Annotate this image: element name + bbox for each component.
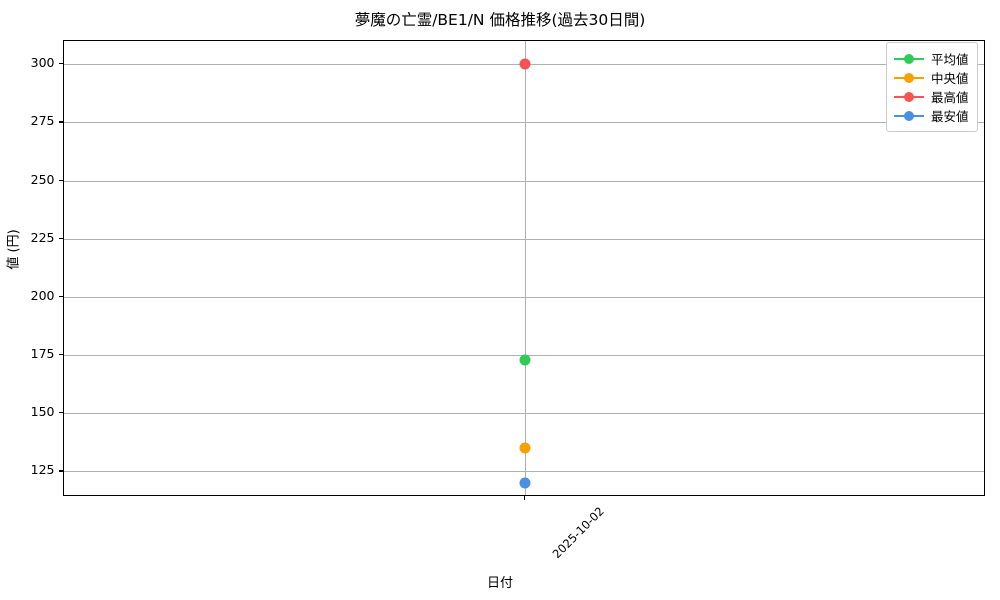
y-tick-mark: [58, 121, 63, 123]
y-tick-mark: [58, 412, 63, 414]
y-tick-label: 300: [30, 55, 55, 71]
y-tick-label: 200: [30, 287, 55, 303]
data-point: [519, 354, 531, 366]
chart-title: 夢魔の亡霊/BE1/N 価格推移(過去30日間): [354, 11, 646, 29]
gridline-horizontal: [64, 122, 984, 124]
gridline-horizontal: [64, 180, 984, 182]
legend-label: 平均値: [931, 52, 969, 67]
legend-label: 最安値: [931, 109, 969, 124]
legend-label: 最高値: [931, 90, 969, 105]
y-tick-mark: [58, 470, 63, 472]
y-tick-mark: [58, 179, 63, 181]
chart-legend: 平均値中央値最高値最安値: [886, 42, 978, 132]
gridline-horizontal: [64, 296, 984, 298]
plot-area: [63, 40, 985, 496]
y-tick-label: 175: [30, 346, 55, 362]
legend-marker-icon: [894, 53, 924, 65]
x-tick-mark: [524, 496, 526, 500]
legend-item[interactable]: 最高値: [894, 87, 969, 106]
y-axis-label: 値 (円): [6, 229, 22, 270]
y-tick-label: 150: [30, 404, 55, 420]
data-point: [519, 477, 531, 489]
y-tick-mark: [58, 63, 63, 65]
y-tick-label: 275: [30, 113, 55, 129]
gridline-horizontal: [64, 471, 984, 473]
x-axis-label: 日付: [486, 576, 513, 591]
y-tick-mark: [58, 237, 63, 239]
legend-item[interactable]: 中央値: [894, 68, 969, 87]
legend-marker-icon: [894, 110, 924, 122]
y-tick-label: 225: [30, 229, 55, 245]
legend-item[interactable]: 最安値: [894, 106, 969, 125]
legend-marker-icon: [894, 72, 924, 84]
y-tick-label: 250: [30, 171, 55, 187]
y-tick-mark: [58, 354, 63, 356]
gridline-vertical: [525, 41, 526, 495]
data-point: [519, 58, 531, 70]
gridline-horizontal: [64, 413, 984, 415]
legend-marker-icon: [894, 91, 924, 103]
gridline-horizontal: [64, 238, 984, 240]
legend-item[interactable]: 平均値: [894, 49, 969, 68]
y-tick-label: 125: [30, 462, 55, 478]
data-point: [519, 442, 531, 454]
legend-label: 中央値: [931, 71, 969, 86]
x-tick-label: 2025-10-02: [549, 504, 607, 562]
y-tick-mark: [58, 295, 63, 298]
